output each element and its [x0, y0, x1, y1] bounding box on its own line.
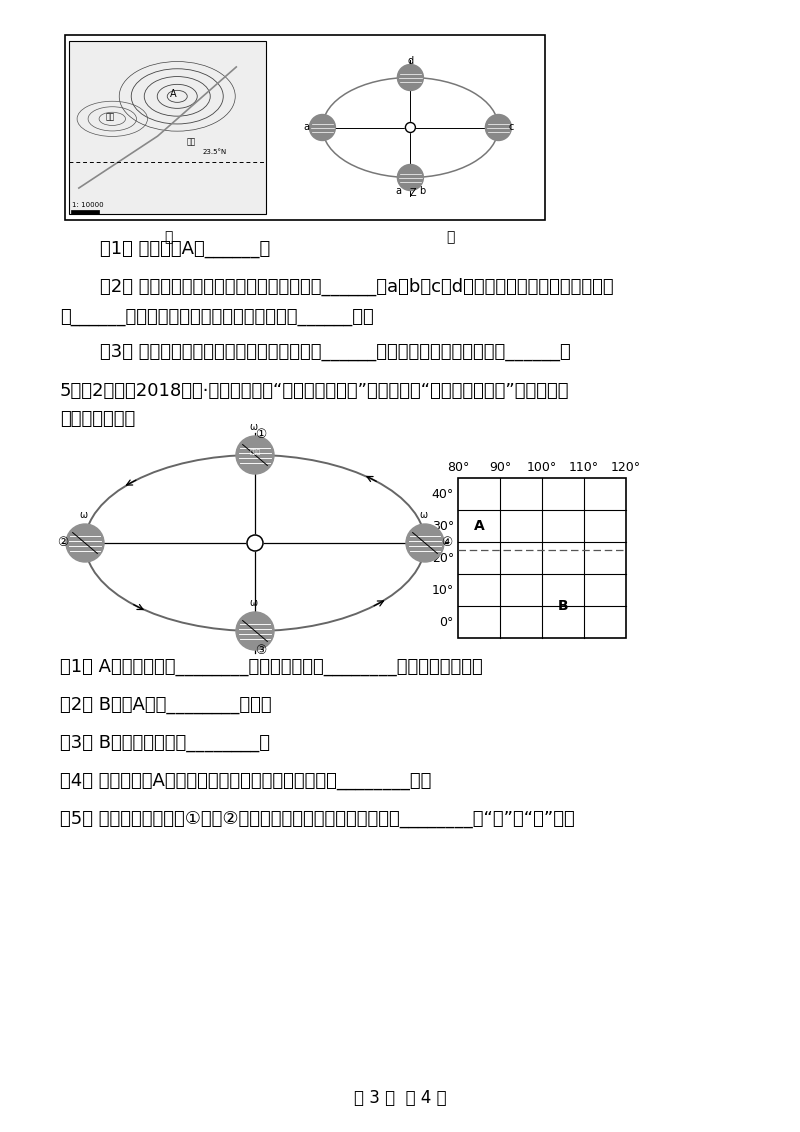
Text: ①: ① [255, 429, 266, 441]
Circle shape [398, 65, 423, 91]
Text: ③: ③ [255, 644, 266, 658]
Text: ω: ω [79, 511, 87, 520]
Text: 完成下列问题。: 完成下列问题。 [60, 410, 135, 428]
Text: （2） B点在A点的________方向。: （2） B点在A点的________方向。 [60, 696, 272, 714]
Text: ω: ω [419, 511, 427, 520]
Text: 乙: 乙 [446, 230, 455, 245]
Circle shape [406, 524, 444, 561]
Circle shape [247, 535, 263, 551]
Text: 甲: 甲 [164, 230, 173, 245]
Text: a: a [303, 122, 310, 132]
Circle shape [236, 612, 274, 650]
Bar [65, 35, 545, 220]
Text: （1） 地形部位A是______。: （1） 地形部位A是______。 [100, 240, 270, 258]
Circle shape [398, 164, 423, 190]
Text: （3） 考察中同学们发现，当地的糖料作物是______，两村落选址的共同条件是______。: （3） 考察中同学们发现，当地的糖料作物是______，两村落选址的共同条件是_… [100, 343, 570, 361]
Text: 23.5°N: 23.5°N [203, 149, 227, 155]
Text: 第 3 页  共 4 页: 第 3 页 共 4 页 [354, 1089, 446, 1107]
Text: ω: ω [249, 422, 257, 432]
Text: A: A [170, 89, 177, 100]
Circle shape [486, 114, 511, 140]
Text: ω: ω [249, 598, 257, 608]
Text: 110°: 110° [569, 461, 599, 474]
Text: 0°: 0° [440, 616, 454, 628]
Text: 北极圈: 北极圈 [250, 449, 261, 455]
Circle shape [406, 122, 415, 132]
Text: 80°: 80° [447, 461, 469, 474]
Text: 王村: 王村 [106, 112, 115, 121]
Circle shape [236, 436, 274, 474]
Text: 100°: 100° [527, 461, 557, 474]
Text: a: a [395, 186, 402, 196]
Text: d: d [407, 55, 414, 66]
Text: Z: Z [410, 188, 417, 197]
Text: 李村: 李村 [186, 138, 196, 147]
Circle shape [66, 524, 104, 561]
Text: B: B [558, 599, 568, 614]
Bar [71, 211, 99, 214]
Text: c: c [509, 122, 514, 132]
Text: 90°: 90° [489, 461, 511, 474]
Text: 是______，王、李两村中有太阳直射现象的是______村。: 是______，王、李两村中有太阳直射现象的是______村。 [60, 308, 374, 326]
Text: b: b [419, 186, 426, 196]
Circle shape [310, 114, 335, 140]
Text: 1: 10000: 1: 10000 [72, 201, 104, 208]
Text: （2） 活动期间，地球运行在乙图中的位置是______（a、b、c、d）段，此时当地的昼夜长短情况: （2） 活动期间，地球运行在乙图中的位置是______（a、b、c、d）段，此时… [100, 278, 614, 297]
Text: （1） A点的经纬度是________，该点一年中有________次太阳直射现象。: （1） A点的经纬度是________，该点一年中有________次太阳直射现… [60, 658, 482, 676]
Text: 10°: 10° [432, 583, 454, 597]
Text: （5） 地球由公转轨道的①处向②处运动过程中，漳州市的白昼将变________（“长”或“短”）。: （5） 地球由公转轨道的①处向②处运动过程中，漳州市的白昼将变________（… [60, 811, 574, 827]
Bar [69, 41, 266, 214]
Text: 40°: 40° [432, 488, 454, 500]
Bar [458, 478, 626, 638]
Text: 120°: 120° [611, 461, 641, 474]
Text: （3） B点位于五带中的________。: （3） B点位于五带中的________。 [60, 734, 270, 752]
Text: A: A [474, 518, 484, 533]
Text: 5．（2分）（2018七上·东山月考）读“某区域经纬网图”（图甲）和“地球公转示意图”（图乙），: 5．（2分）（2018七上·东山月考）读“某区域经纬网图”（图甲）和“地球公转示… [60, 381, 570, 400]
Text: 20°: 20° [432, 551, 454, 565]
Text: （4） 当太阳直射A点时，地球位于公转轨道示意图上的________处。: （4） 当太阳直射A点时，地球位于公转轨道示意图上的________处。 [60, 772, 431, 790]
Text: ②: ② [58, 537, 69, 549]
Text: 30°: 30° [432, 520, 454, 532]
Text: ④: ④ [442, 537, 453, 549]
